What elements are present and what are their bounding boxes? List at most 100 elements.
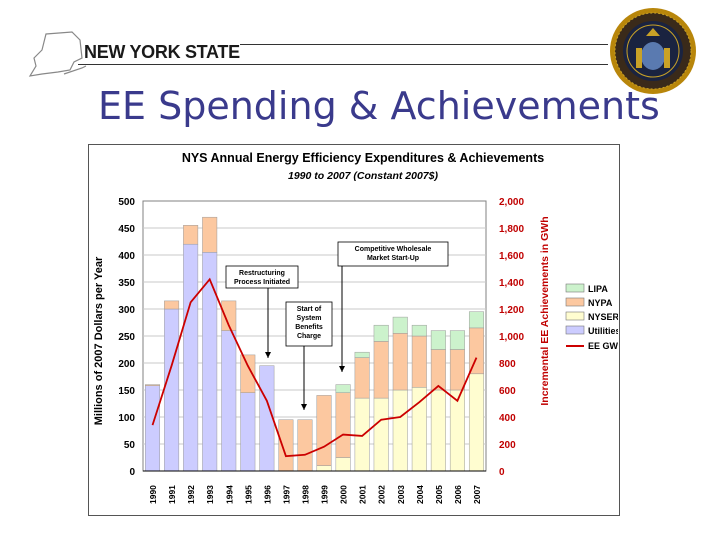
bar-segment-nypa <box>202 216 218 253</box>
bar-segment-nypa <box>183 225 199 245</box>
x-tick-label: 1993 <box>205 485 215 504</box>
slide-header: NEW YORK STATE EE Spending & Achievement… <box>0 0 720 140</box>
y2-tick-label: 200 <box>499 440 516 451</box>
legend-label: EE GWh <box>588 341 618 351</box>
bar-segment-utilities <box>221 330 237 472</box>
bar-segment-nypa <box>392 333 408 391</box>
y2-tick-label: 1,400 <box>499 278 524 289</box>
legend-label: NYSERDA <box>588 312 618 322</box>
header-rule-top <box>240 44 608 45</box>
x-tick-label: 1991 <box>167 485 177 504</box>
annotation-sbc-text: Benefits <box>295 324 323 331</box>
bar-segment-nyserda <box>373 397 389 472</box>
bar-segment-lipa <box>335 384 351 393</box>
annotation-wholesale-market-box <box>337 241 449 267</box>
ny-state-map-logo <box>28 31 87 77</box>
annotation-restructuring-box <box>225 265 299 289</box>
annotation-wholesale-market-text: Market Start-Up <box>367 255 419 262</box>
y-tick-label: 200 <box>118 359 135 370</box>
bar-segment-nypa <box>335 392 351 458</box>
bar-segment-nypa <box>354 357 370 399</box>
bar-segment-utilities <box>240 392 256 472</box>
bar-segment-nyserda <box>468 373 484 472</box>
annotation-wholesale-market-text: Competitive Wholesale <box>355 246 432 253</box>
y2-tick-label: 800 <box>499 359 516 370</box>
bar-segment-lipa <box>373 324 389 342</box>
y-tick-label: 250 <box>118 332 135 343</box>
bar-segment-lipa <box>468 311 484 329</box>
x-tick-label: 1998 <box>300 485 310 504</box>
bar-segment-nyserda <box>354 397 370 472</box>
bar-segment-nypa <box>373 341 389 399</box>
x-tick-label: 2000 <box>339 485 349 504</box>
header-rule-bottom <box>78 64 608 65</box>
x-tick-label: 1992 <box>186 485 196 504</box>
annotation-restructuring-text: Restructuring <box>239 270 285 277</box>
y-tick-label: 450 <box>118 224 135 235</box>
bar-segment-nypa <box>145 384 161 386</box>
y-tick-label: 400 <box>118 251 135 262</box>
x-tick-label: 1994 <box>224 485 234 504</box>
annotation-sbc-text: Charge <box>297 333 321 340</box>
bar-segment-nypa <box>278 419 294 472</box>
x-tick-label: 1990 <box>148 485 158 504</box>
bar-segment-lipa <box>392 316 408 334</box>
chart-subtitle: 1990 to 2007 (Constant 2007$) <box>288 170 438 182</box>
bar-segment-utilities <box>145 385 161 472</box>
y-tick-label: 350 <box>118 278 135 289</box>
x-tick-label: 1997 <box>281 485 291 504</box>
x-tick-label: 1995 <box>243 485 253 504</box>
bar-segment-lipa <box>430 330 446 350</box>
chart-title: NYS Annual Energy Efficiency Expenditure… <box>182 151 544 165</box>
annotation-restructuring-text: Process Initiated <box>234 279 290 286</box>
x-tick-label: 2002 <box>377 485 387 504</box>
legend-label: Utilities <box>588 326 618 336</box>
annotation-sbc-box <box>285 301 333 347</box>
legend-swatch-nyserda <box>565 311 585 321</box>
x-tick-label: 2001 <box>358 485 368 504</box>
bar-segment-nypa <box>449 349 465 391</box>
y-tick-label: 0 <box>129 467 135 478</box>
x-tick-label: 2004 <box>415 485 425 504</box>
bar-segment-nypa <box>221 300 237 331</box>
legend-label: NYPA <box>588 298 613 308</box>
y-tick-label: 500 <box>118 197 135 208</box>
bar-segment-utilities <box>164 308 180 472</box>
y2-tick-label: 1,600 <box>499 251 524 262</box>
annotation-wholesale-market-arrow-head <box>339 366 345 372</box>
state-seal <box>610 8 696 94</box>
bar-segment-nyserda <box>449 389 465 472</box>
bar-segment-nyserda <box>411 387 427 472</box>
x-tick-label: 2007 <box>472 485 482 504</box>
annotation-sbc-text: Start of <box>297 306 322 313</box>
x-tick-label: 1996 <box>262 485 272 504</box>
x-tick-label: 2006 <box>453 485 463 504</box>
bar-segment-nyserda <box>430 389 446 472</box>
bar-segment-utilities <box>183 243 199 472</box>
legend-swatch-utilities <box>565 325 585 335</box>
annotation-sbc-text: System <box>297 315 322 322</box>
chart: NYS Annual Energy Efficiency Expenditure… <box>93 151 618 504</box>
y2-tick-label: 1,200 <box>499 305 524 316</box>
bar-segment-nyserda <box>392 389 408 472</box>
y2-tick-label: 400 <box>499 413 516 424</box>
x-tick-label: 2003 <box>396 485 406 504</box>
bar-segment-nypa <box>164 300 180 310</box>
ee-gwh-line <box>151 277 478 458</box>
bar-segment-nypa <box>240 354 256 393</box>
y-tick-label: 100 <box>118 413 135 424</box>
bar-segment-nypa <box>430 349 446 391</box>
y2-tick-label: 600 <box>499 386 516 397</box>
annotation-sbc-arrow-head <box>301 404 307 410</box>
x-tick-label: 2005 <box>434 485 444 504</box>
y2-tick-label: 2,000 <box>499 197 524 208</box>
bar-segment-lipa <box>354 351 370 358</box>
bar-segment-nyserda <box>335 457 351 472</box>
bar-segment-utilities <box>259 365 275 472</box>
y-tick-label: 50 <box>124 440 136 451</box>
legend-swatch-lipa <box>565 283 585 293</box>
bar-segment-nypa <box>411 335 427 388</box>
y2-tick-label: 0 <box>499 467 505 478</box>
bar-segment-nyserda <box>316 465 332 472</box>
x-tick-label: 1999 <box>320 485 330 504</box>
